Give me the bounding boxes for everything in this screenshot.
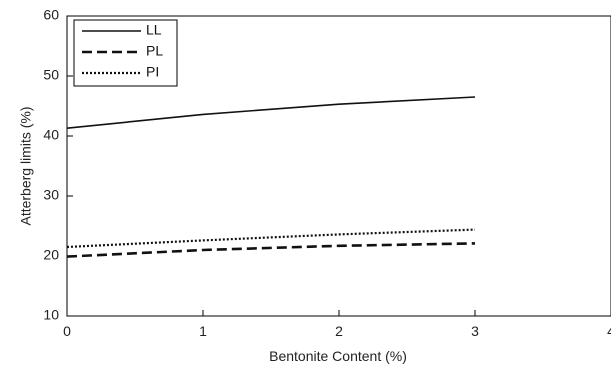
legend-label-pl: PL — [146, 43, 163, 59]
legend-label-ll: LL — [146, 22, 162, 38]
legend-label-pi: PI — [146, 64, 159, 80]
x-tick-label: 1 — [199, 323, 207, 339]
y-tick-label: 50 — [43, 67, 59, 83]
series-line-pl — [66, 242, 476, 258]
x-tick-label: 4 — [607, 323, 611, 339]
y-tick-label: 40 — [43, 127, 59, 143]
x-axis-title: Bentonite Content (%) — [269, 348, 407, 364]
series-layer — [66, 96, 476, 258]
x-tick-label: 0 — [63, 323, 71, 339]
x-axis: 0 1 2 3 4 — [63, 310, 611, 339]
series-line-ll — [66, 96, 476, 129]
y-tick-label: 10 — [43, 307, 59, 323]
x-tick-label: 2 — [335, 323, 343, 339]
series-line-pi — [66, 228, 476, 249]
legend: LL PL PI — [73, 19, 178, 87]
y-tick-label: 20 — [43, 247, 59, 263]
y-tick-label: 60 — [43, 7, 59, 23]
y-tick-label: 30 — [43, 187, 59, 203]
y-axis: 10 20 30 40 50 60 — [43, 7, 73, 323]
y-axis-title: Atterberg limits (%) — [18, 106, 34, 225]
x-tick-label: 3 — [471, 323, 479, 339]
